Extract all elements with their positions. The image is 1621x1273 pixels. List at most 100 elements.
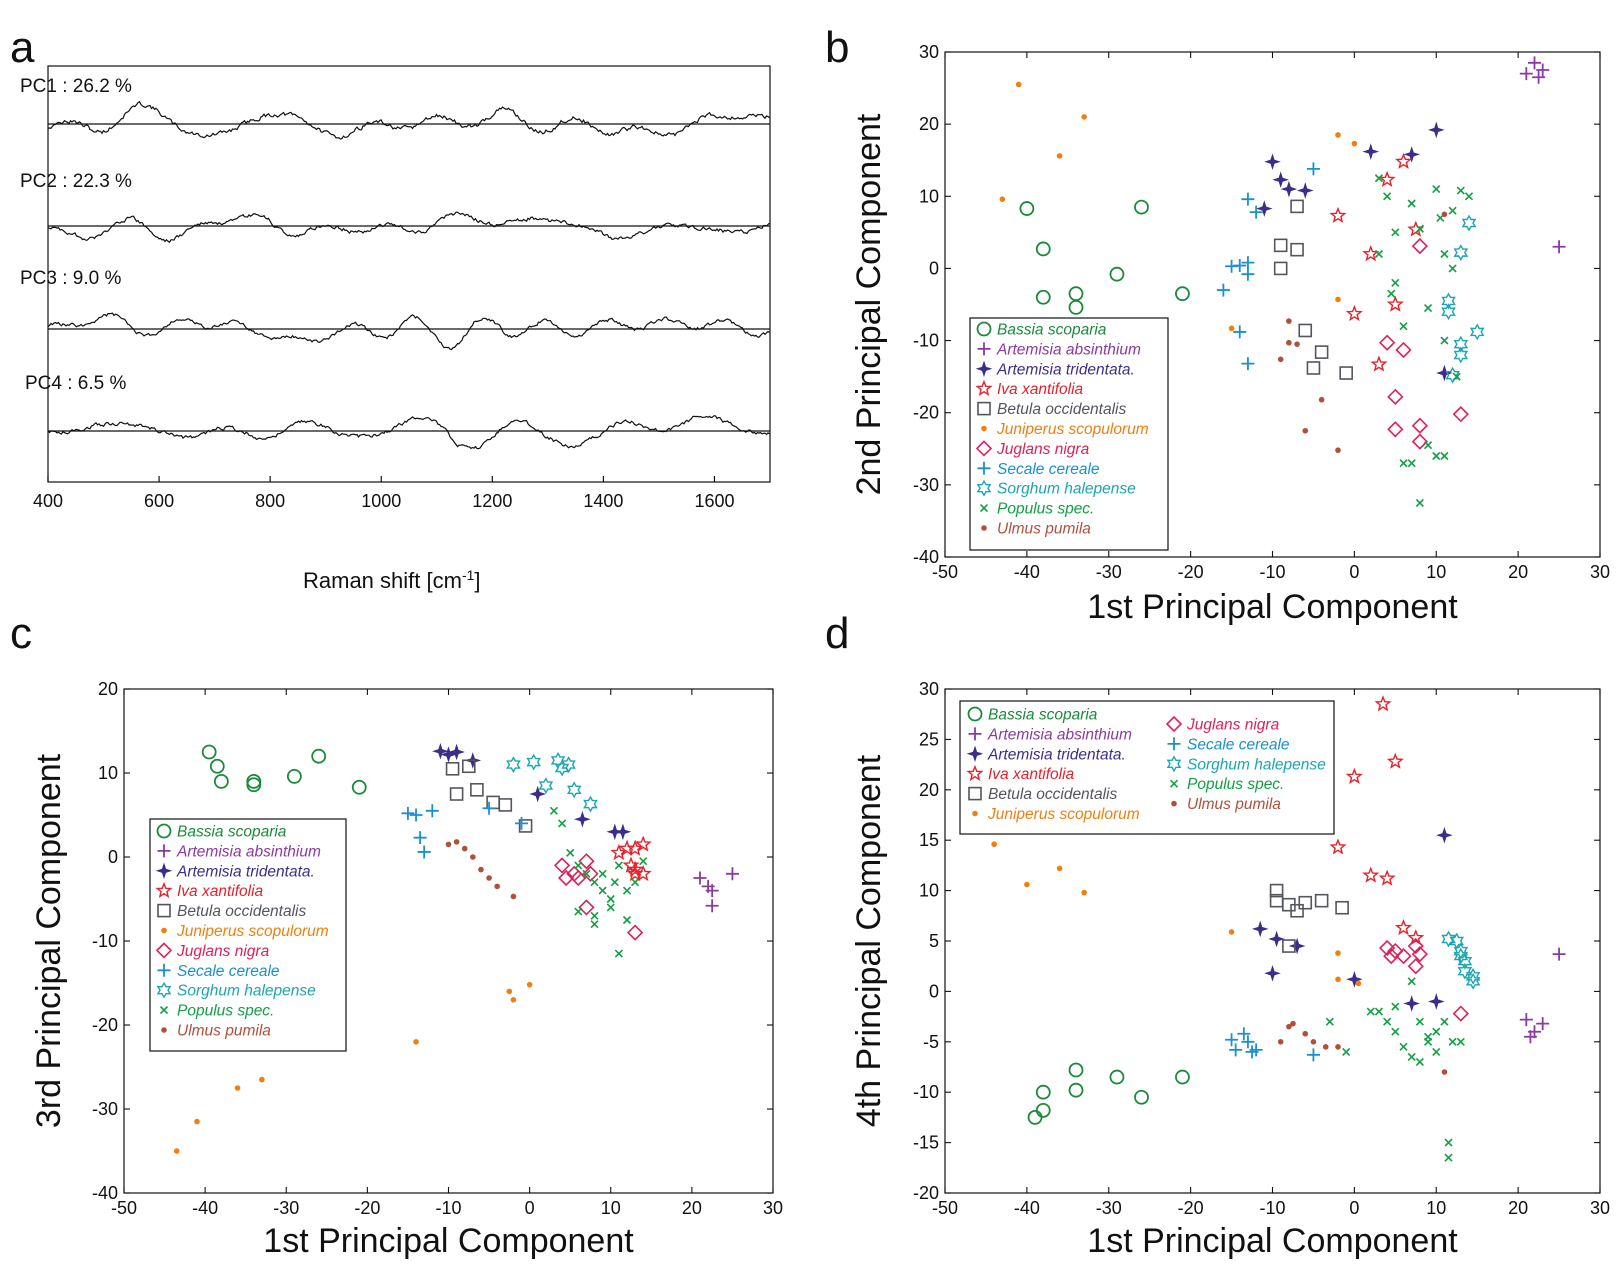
point-bassia-scoparia <box>1035 1084 1051 1100</box>
point-juniperus-scopulorum <box>1335 296 1341 303</box>
point-populus-spec <box>1407 1052 1416 1061</box>
legend-marker-bassia-scoparia <box>156 823 172 839</box>
point-populus-spec <box>1464 192 1474 201</box>
point-iva-xantifolia <box>1329 206 1347 223</box>
point-sorghum-halepense <box>1445 366 1460 384</box>
point-ulmus-pumila <box>494 883 500 890</box>
panel-b-ylabel: 2nd Principal Component <box>850 113 888 495</box>
panel-d-xlabel: 1st Principal Component <box>1087 1222 1458 1260</box>
point-bassia-scoparia <box>201 744 217 760</box>
point-artemisia-absinthium <box>1528 1025 1541 1039</box>
point-sorghum-halepense <box>561 756 576 774</box>
point-populus-spec <box>1374 1007 1384 1016</box>
point-ulmus-pumila <box>486 875 492 881</box>
point-juglans-nigra <box>1395 947 1412 965</box>
point-betula-occidentalis <box>1298 323 1313 338</box>
panel-c-xtick-label: 10 <box>601 1198 621 1218</box>
point-juglans-nigra <box>626 924 644 941</box>
point-juglans-nigra <box>578 853 595 870</box>
point-juglans-nigra <box>578 899 595 916</box>
panel-d-xtick-label: -20 <box>1178 1198 1204 1218</box>
legend-marker-iva-xantifolia <box>155 881 173 898</box>
legend-marker-artemisia-absinthium <box>157 844 171 858</box>
point-artemisia-tridentata <box>1427 993 1445 1010</box>
point-ulmus-pumila <box>1441 211 1448 218</box>
legend-label-artemisia-tridentata: Artemisia tridentata. <box>996 361 1135 378</box>
point-populus-spec <box>549 806 559 815</box>
panel-c-legend: Bassia scoparia Artemisia absinthium Artem… <box>149 818 347 1052</box>
point-ulmus-pumila <box>1286 1023 1292 1030</box>
legend-label-sorghum-halepense: Sorghum halepense <box>1187 756 1326 773</box>
legend-label-ulmus-pumila: Ulmus pumila <box>997 521 1091 538</box>
point-artemisia-tridentata <box>1264 964 1281 982</box>
point-artemisia-absinthium <box>693 871 707 885</box>
point-iva-xantifolia <box>1407 929 1425 946</box>
point-sorghum-halepense <box>1469 323 1485 341</box>
point-ulmus-pumila <box>1286 318 1292 324</box>
panel-d-ytick-label: 20 <box>919 780 939 800</box>
point-sorghum-halepense <box>554 759 570 777</box>
legend-label-sorghum-halepense: Sorghum halepense <box>997 481 1136 498</box>
point-populus-spec <box>574 861 583 870</box>
point-betula-occidentalis <box>498 798 513 812</box>
point-secale-cereale <box>515 816 529 830</box>
panel-a-xtick-label: 600 <box>144 491 174 511</box>
legend-label-betula-occidentalis: Betula occidentalis <box>177 903 306 920</box>
legend-label-secale-cereale: Secale cereale <box>997 461 1100 478</box>
point-populus-spec <box>598 886 607 895</box>
panel-a-xtick-label: 1200 <box>472 491 512 511</box>
point-populus-spec <box>1415 498 1424 507</box>
point-iva-xantifolia <box>1329 838 1347 855</box>
panel-d-ylabel: 4th Principal Component <box>850 754 888 1127</box>
point-juniperus-scopulorum <box>510 997 517 1003</box>
point-sorghum-halepense <box>1441 930 1456 948</box>
legend-marker-artemisia-absinthium <box>968 727 982 741</box>
point-iva-xantifolia <box>1345 767 1363 785</box>
panel-d-xtick-label: 30 <box>1590 1198 1610 1218</box>
panel-a-series-line <box>47 100 770 140</box>
point-sorghum-halepense <box>583 795 598 813</box>
point-juniperus-scopulorum <box>506 988 513 995</box>
point-juniperus-scopulorum <box>1228 929 1235 935</box>
point-populus-spec <box>1407 977 1416 986</box>
point-ulmus-pumila <box>1290 1020 1296 1027</box>
point-betula-occidentalis <box>518 819 533 833</box>
legend-label-artemisia-tridentata: Artemisia tridentata. <box>987 746 1126 763</box>
point-populus-spec <box>574 907 583 916</box>
point-bassia-scoparia <box>213 774 229 789</box>
point-bassia-scoparia <box>1109 1069 1125 1085</box>
panel-a-series-line <box>47 415 770 450</box>
point-ulmus-pumila <box>1302 427 1309 434</box>
point-juglans-nigra <box>1387 942 1404 960</box>
point-juglans-nigra <box>1407 937 1424 955</box>
point-sorghum-halepense <box>1457 962 1473 980</box>
point-juglans-nigra <box>553 857 571 874</box>
legend-label-betula-occidentalis: Betula occidentalis <box>988 786 1117 803</box>
point-ulmus-pumila <box>510 893 517 900</box>
point-juglans-nigra <box>1411 417 1429 434</box>
point-iva-xantifolia <box>1394 152 1413 169</box>
point-populus-spec <box>1391 1002 1400 1011</box>
point-secale-cereale <box>413 831 427 845</box>
panel-c-ytick-label: -40 <box>92 1183 118 1203</box>
legend-label-bassia-scoparia: Bassia scoparia <box>988 707 1098 724</box>
point-juniperus-scopulorum <box>1335 132 1341 138</box>
point-populus-spec <box>1432 451 1441 461</box>
panel-a-series-line <box>47 312 770 351</box>
point-ulmus-pumila <box>1294 341 1300 347</box>
point-juniperus-scopulorum <box>1024 881 1030 888</box>
legend-marker-artemisia-absinthium <box>977 342 991 356</box>
point-sorghum-halepense <box>1453 335 1469 353</box>
legend-label-juglans-nigra: Juglans nigra <box>1186 717 1280 734</box>
point-artemisia-absinthium <box>705 884 719 898</box>
point-sorghum-halepense <box>1461 214 1477 232</box>
legend-label-secale-cereale: Secale cereale <box>1187 736 1290 753</box>
point-populus-spec <box>614 949 623 958</box>
point-populus-spec <box>1415 1057 1424 1067</box>
legend-marker-juniperus-scopulorum <box>981 425 987 432</box>
panel-a-xtick-label: 800 <box>255 491 285 511</box>
point-juglans-nigra <box>570 869 587 887</box>
legend-marker-iva-xantifolia <box>975 379 993 396</box>
point-juglans-nigra <box>1395 341 1412 359</box>
point-secale-cereale <box>417 845 431 859</box>
